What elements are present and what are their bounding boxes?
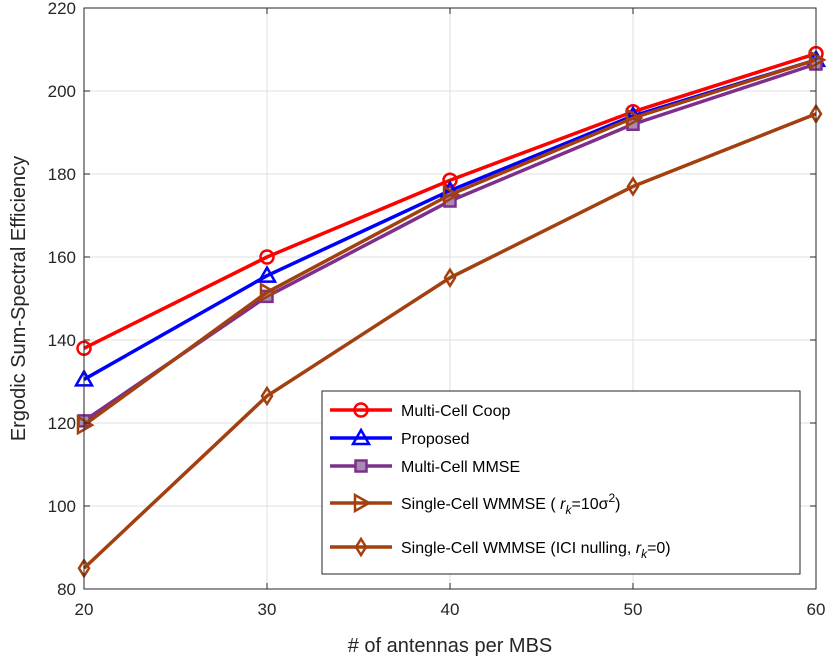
legend-prefix: Multi-Cell MMSE [401,459,520,476]
legend-sup: 2 [608,491,615,505]
x-tick-label: 20 [75,600,94,619]
legend-suffix: ) [615,496,620,513]
x-tick-label: 50 [624,600,643,619]
y-tick-label: 80 [57,580,76,599]
y-tick-label: 180 [48,165,76,184]
legend-box [321,390,801,575]
legend-marker [350,427,372,446]
data-point [626,176,640,197]
series-line [82,58,817,427]
legend-sub: k [641,547,648,561]
legend: Multi-Cell Coop Proposed Multi-Cell MMSE Si… [321,390,801,575]
series-3 [76,49,827,436]
legend-prefix: Single-Cell WMMSE ( [401,496,560,513]
data-point [442,172,458,188]
y-axis-label: Ergodic Sum-Spectral Efficiency [8,156,30,441]
y-tick-label: 120 [48,414,76,433]
legend-marker [354,459,368,473]
legend-label: Single-Cell WMMSE ( rk=10σ2) [401,491,621,517]
series-layer [73,45,827,579]
data-point [260,385,274,407]
x-tick-label: 60 [807,600,826,619]
legend-marker [354,536,368,558]
y-tick-label: 140 [48,331,76,350]
legend-prefix: Single-Cell WMMSE (ICI nulling, [401,540,636,557]
x-tick-label: 30 [258,600,277,619]
legend-var: r [636,540,642,557]
legend-label: Single-Cell WMMSE (ICI nulling, rk=0) [401,540,671,561]
y-tick-label: 160 [48,248,76,267]
y-tick-label: 220 [48,0,76,18]
data-point [443,267,457,289]
x-tick-label: 40 [441,600,460,619]
data-point [259,249,275,265]
data-point [259,282,278,303]
y-tick-label: 200 [48,82,76,101]
data-point [625,107,644,129]
legend-mid: =10σ [571,496,608,513]
x-axis-label: # of antennas per MBS [348,635,553,657]
data-point [256,265,278,283]
ticks: 20 30 40 50 60 80 100 120 140 160 180 200 220 [48,0,826,619]
data-point [76,414,95,436]
legend-marker [353,402,369,418]
legend-prefix: Multi-Cell Coop [401,403,510,420]
legend-prefix: Proposed [401,431,470,448]
series-line [82,112,817,570]
data-point [442,184,461,205]
legend-var: r [560,496,566,513]
legend-label: Multi-Cell MMSE [401,459,520,476]
legend-label: Multi-Cell Coop [401,403,510,420]
legend-sub: k [565,503,572,517]
legend-marker [353,492,372,514]
legend-mid: =0) [647,540,671,557]
y-tick-label: 100 [48,497,76,516]
legend-label: Proposed [401,431,470,448]
data-point [808,49,827,71]
